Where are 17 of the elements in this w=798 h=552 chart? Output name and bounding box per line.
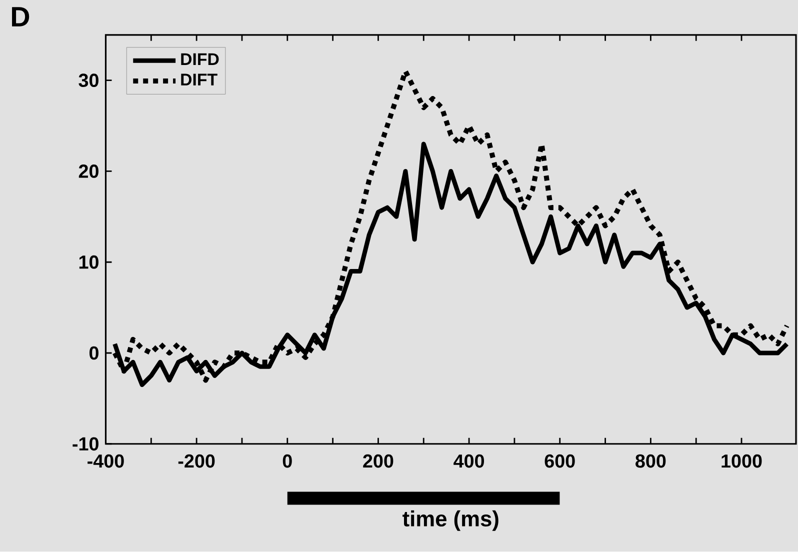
- y-tick-label: 20: [78, 164, 98, 178]
- x-tick-label: 800: [636, 454, 666, 468]
- x-tick-label: -400: [88, 454, 124, 468]
- x-tick-label: 0: [282, 454, 292, 468]
- x-tick-label: 600: [544, 454, 575, 468]
- y-tick-label: 30: [78, 74, 98, 88]
- x-axis-title: time (ms): [402, 510, 498, 532]
- legend-label: DIFT: [181, 74, 218, 86]
- y-tick-label: -10: [72, 437, 98, 451]
- x-tick-label: -200: [178, 454, 215, 468]
- x-tick-label: 200: [363, 454, 394, 468]
- text: D: [12, 7, 30, 27]
- legend-label: DIFD: [181, 54, 219, 66]
- y-tick-label: 10: [79, 256, 98, 269]
- x-tick-label: 1000: [722, 454, 762, 468]
- x-tick-label: 400: [454, 454, 484, 468]
- y-tick-label: 0: [89, 346, 98, 360]
